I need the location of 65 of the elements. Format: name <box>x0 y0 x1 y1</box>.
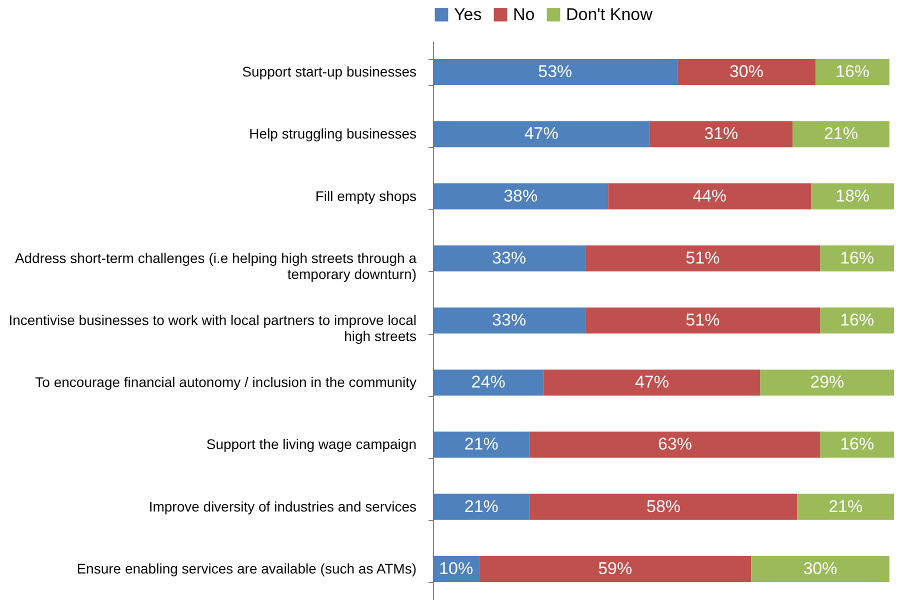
y-tick-label: Support start-up businesses <box>242 64 416 80</box>
y-tick-label: Fill empty shops <box>315 188 416 204</box>
bar <box>544 370 760 396</box>
data-label: 38% <box>504 186 538 206</box>
data-label: 51% <box>686 248 720 268</box>
bar <box>433 432 530 458</box>
bar <box>433 183 608 210</box>
data-label: 33% <box>492 248 526 268</box>
bar <box>433 245 586 272</box>
y-tick-label: Support the living wage campaign <box>206 436 416 452</box>
data-label: 30% <box>729 62 764 82</box>
bar <box>820 245 894 272</box>
legend-label: Yes <box>454 4 482 24</box>
data-label: 30% <box>803 558 838 578</box>
y-tick-label: Help struggling businesses <box>249 126 416 142</box>
bar <box>797 494 894 520</box>
bar <box>820 307 894 334</box>
y-tick-label: Incentivise businesses to work with local partners to improve local high streets <box>8 312 416 344</box>
bar <box>479 556 752 582</box>
y-tick-label: Address short-term challenges (i.e helping high streets through a temporary downturn) <box>14 250 417 282</box>
data-label: 10% <box>439 558 474 578</box>
bar <box>811 183 894 210</box>
data-label: 16% <box>840 310 874 330</box>
y-tick-label: To encourage financial autonomy / inclusion in the community <box>35 374 416 390</box>
bar <box>751 556 890 582</box>
bar <box>433 121 650 148</box>
data-label: 31% <box>704 124 738 144</box>
bar <box>820 432 894 458</box>
data-label: 44% <box>692 186 727 206</box>
data-label: 63% <box>658 434 692 454</box>
bar <box>650 121 793 148</box>
data-label: 47% <box>634 372 669 392</box>
data-label: 33% <box>492 310 526 330</box>
bar <box>792 121 890 148</box>
data-label: 58% <box>646 496 681 516</box>
data-label: 16% <box>835 62 870 82</box>
y-tick-label: Improve diversity of industries and services <box>148 498 416 514</box>
bar <box>585 307 820 334</box>
bar <box>530 432 820 458</box>
data-label: 24% <box>471 372 506 392</box>
bar <box>433 494 530 520</box>
bar <box>433 370 544 396</box>
bar <box>816 59 890 86</box>
data-label: 18% <box>835 186 870 206</box>
data-label: 21% <box>464 434 498 454</box>
bar <box>760 370 894 396</box>
y-tick-label: Ensure enabling services are available (such as ATMs) <box>76 560 416 576</box>
bar <box>433 307 586 334</box>
data-label: 53% <box>538 62 572 82</box>
bar <box>530 494 798 520</box>
bar <box>585 245 820 272</box>
data-label: 29% <box>810 372 844 392</box>
bar <box>433 59 678 86</box>
data-label: 16% <box>840 248 874 268</box>
data-label: 21% <box>824 124 858 144</box>
data-label: 21% <box>828 496 863 516</box>
bar <box>608 183 812 210</box>
data-label: 16% <box>840 434 874 454</box>
data-label: 47% <box>524 124 558 144</box>
legend-label: Don't Know <box>566 4 654 24</box>
legend-label: No <box>513 4 535 24</box>
data-label: 59% <box>598 558 632 578</box>
bar <box>677 59 816 86</box>
data-label: 21% <box>464 496 498 516</box>
data-label: 51% <box>686 310 720 330</box>
